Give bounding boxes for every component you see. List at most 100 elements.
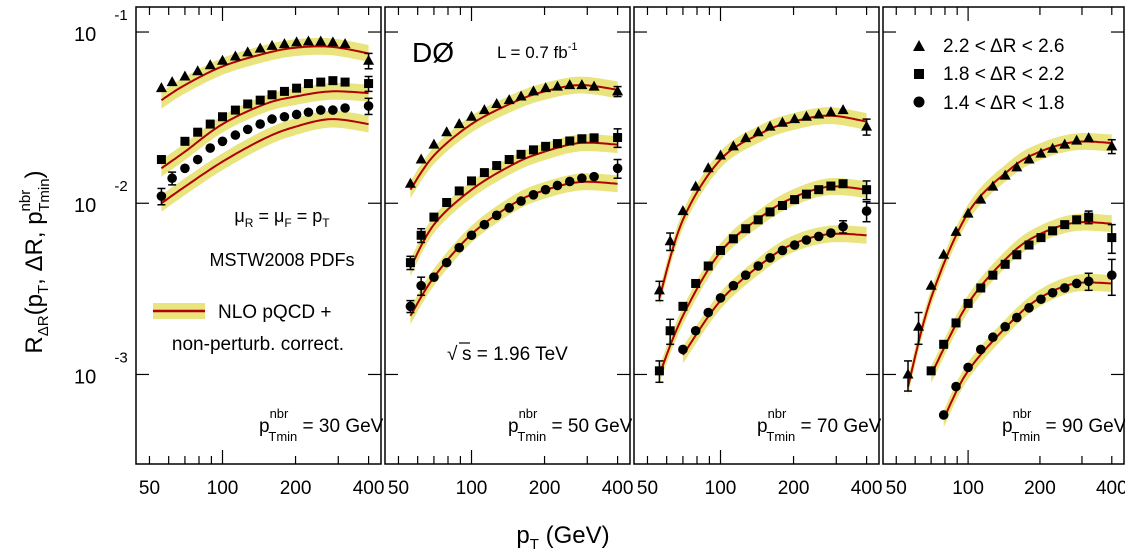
legend-entry-1: 2.2 < ΔR < 2.6 [943, 36, 1065, 57]
data-point-square [364, 79, 374, 89]
data-point-circle [1012, 312, 1022, 323]
data-point-square [454, 186, 464, 196]
data-point-square [1024, 240, 1034, 250]
data-point-circle [454, 242, 465, 253]
data-point-triangle [825, 106, 837, 117]
data-point-square [316, 77, 326, 87]
panel-frame-4 [882, 6, 1125, 465]
x-tick-label: 50 [139, 478, 160, 499]
data-point-circle [491, 210, 502, 221]
data-point-square [230, 105, 240, 115]
data-point-triangle [179, 70, 191, 81]
data-point-triangle [551, 80, 563, 91]
data-point-circle [1071, 278, 1082, 289]
data-point-circle [1000, 321, 1010, 332]
data-point-triangle [441, 126, 453, 137]
data-point-triangle [1047, 142, 1059, 153]
theory-line-square [160, 90, 369, 170]
data-point-square [1012, 250, 1022, 260]
x-tick-label: 400 [1096, 478, 1125, 499]
data-point-square [665, 326, 675, 336]
data-point-triangle [478, 104, 490, 115]
data-point-triangle [861, 120, 873, 131]
data-point-triangle [1011, 161, 1023, 172]
legend-entry-2: 1.8 < ΔR < 2.2 [943, 64, 1065, 85]
data-point-square [416, 230, 426, 240]
panel-label-tmin: Tmin [766, 429, 795, 444]
panel-frames-layer [135, 6, 1125, 465]
data-point-square [716, 245, 726, 255]
data-point-square [862, 185, 872, 195]
data-point-square [777, 201, 787, 211]
data-point-square [753, 215, 763, 225]
data-point-circle [988, 332, 998, 343]
y-tick-exponent: -3 [114, 349, 127, 366]
data-point-triangle [664, 235, 676, 246]
legend-marker-triangle [913, 40, 925, 51]
data-point-circle [1083, 276, 1094, 287]
data-point-triangle [653, 284, 665, 295]
data-point-triangle [1071, 134, 1083, 145]
data-point-triangle [715, 149, 727, 160]
theory-line-triangle [160, 45, 369, 102]
data-point-square [492, 161, 502, 171]
data-point-triangle [975, 193, 987, 204]
panel-label-nbr: nbr [270, 406, 289, 421]
data-point-circle [405, 301, 416, 312]
x-axis-title: pT (GeV) [516, 522, 609, 553]
data-point-triangle [166, 76, 178, 87]
data-points-layer [155, 35, 1118, 420]
x-tick-label: 100 [952, 478, 984, 499]
data-point-circle [690, 325, 701, 336]
data-point-square [552, 139, 562, 149]
data-point-triangle [515, 90, 527, 101]
theory-band-triangle [659, 107, 867, 307]
panel-label-value: = 30 GeV [297, 416, 383, 437]
data-point-square [205, 119, 215, 129]
theory-legend-line1: NLO pQCD + [218, 302, 332, 323]
data-point-circle [363, 101, 374, 111]
data-point-triangle [612, 85, 624, 96]
data-point-circle [753, 261, 763, 271]
data-point-square [303, 79, 313, 89]
data-point-circle [416, 280, 426, 291]
panel-label-p: p [757, 416, 768, 437]
data-point-square [1072, 215, 1082, 225]
y-axis-title: RΔR(pT, ΔR, pnbr Tmin) [17, 170, 53, 353]
data-point-triangle [764, 120, 776, 131]
data-point-circle [577, 173, 587, 184]
panel-label-3: pnbr Tmin = 70 GeV [757, 406, 882, 444]
panel-frame-2 [384, 6, 631, 465]
theory-band-square [931, 213, 1112, 383]
data-point-square [1084, 212, 1094, 222]
panel-labels-layer: pnbr Tmin = 30 GeV pnbr Tmin = 50 GeV pnbr Tm… [259, 406, 1125, 444]
data-point-circle [1106, 270, 1117, 280]
x-tick-label: 50 [388, 478, 409, 499]
data-point-triangle [902, 368, 914, 379]
data-point-triangle [291, 36, 303, 47]
data-point-circle [180, 163, 190, 174]
x-tick-label: 100 [207, 478, 239, 499]
data-point-triangle [503, 94, 515, 105]
data-point-triangle [192, 65, 204, 76]
experiment-label: DØ [412, 37, 454, 68]
data-point-triangle [404, 177, 416, 188]
data-point-circle [975, 344, 986, 355]
data-point-triangle [588, 80, 600, 91]
data-point-circle [479, 219, 490, 230]
data-point-triangle [491, 97, 503, 108]
data-point-square [467, 176, 477, 186]
energy-label: s = 1.96 TeV [462, 344, 568, 365]
data-point-square [976, 283, 986, 293]
data-point-circle [1036, 294, 1046, 305]
data-point-square [479, 168, 489, 178]
data-point-triangle [1035, 147, 1047, 158]
panel-frame-3 [633, 6, 880, 465]
legend-marker-square [914, 69, 924, 79]
data-point-triangle [302, 35, 314, 46]
data-point-circle [1024, 303, 1034, 313]
data-point-circle [838, 221, 848, 232]
data-point-triangle [540, 82, 552, 93]
ticks-layer: 50 100 200 400 50 100 200 400 50 100 200 400 50 100 20… [74, 7, 1125, 499]
panel-label-1: pnbr Tmin = 30 GeV [259, 406, 384, 444]
